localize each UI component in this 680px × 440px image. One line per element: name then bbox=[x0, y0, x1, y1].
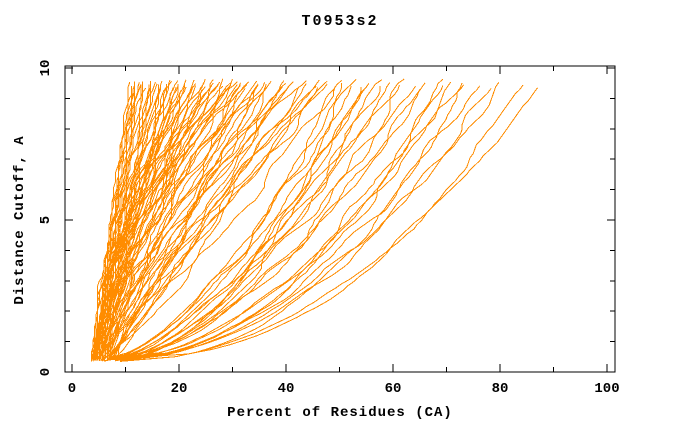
model-curve bbox=[123, 78, 444, 358]
model-curve bbox=[124, 84, 465, 359]
model-curve bbox=[115, 81, 452, 361]
y-axis-label: Distance Cutoff, A bbox=[12, 135, 28, 305]
y-tick-label: 10 bbox=[38, 59, 54, 77]
model-curve bbox=[106, 85, 241, 360]
model-curve bbox=[115, 84, 524, 360]
model-curve bbox=[116, 85, 481, 360]
x-tick-label: 40 bbox=[277, 381, 295, 397]
model-curve bbox=[116, 85, 352, 360]
model-curve bbox=[92, 82, 131, 361]
model-curve bbox=[107, 88, 421, 359]
model-curve bbox=[111, 84, 238, 359]
model-curve bbox=[103, 82, 205, 362]
model-curve bbox=[113, 83, 259, 358]
model-curve bbox=[103, 86, 283, 361]
model-curve bbox=[102, 78, 224, 357]
x-tick-label: 20 bbox=[170, 381, 188, 397]
y-tick-label: 5 bbox=[38, 215, 54, 225]
x-tick-label: 0 bbox=[67, 381, 77, 397]
model-curve bbox=[103, 83, 343, 362]
x-tick-label: 60 bbox=[384, 381, 402, 397]
x-tick-label: 80 bbox=[491, 381, 509, 397]
model-curve bbox=[106, 85, 224, 360]
model-curve bbox=[120, 87, 538, 362]
plot-title: T0953s2 bbox=[301, 13, 379, 30]
model-curve bbox=[94, 85, 132, 360]
model-curve bbox=[108, 84, 259, 359]
model-curve bbox=[120, 86, 362, 361]
model-curve bbox=[108, 85, 444, 360]
model-curve bbox=[100, 80, 152, 359]
model-curve bbox=[100, 81, 136, 360]
x-axis-label: Percent of Residues (CA) bbox=[227, 405, 453, 421]
x-tick-label: 100 bbox=[594, 381, 620, 397]
model-curve bbox=[112, 79, 342, 359]
model-curve bbox=[110, 86, 193, 360]
model-curve bbox=[106, 87, 299, 362]
model-curve bbox=[123, 79, 383, 359]
model-curve bbox=[112, 86, 381, 361]
model-curve bbox=[107, 89, 365, 360]
model-curve bbox=[104, 82, 391, 362]
model-curve bbox=[108, 83, 328, 358]
model-curve bbox=[114, 87, 319, 361]
model-curve bbox=[114, 80, 285, 360]
model-curve bbox=[100, 86, 336, 361]
model-curve bbox=[115, 82, 426, 362]
model-curve bbox=[103, 80, 179, 359]
model-curve bbox=[110, 81, 272, 360]
model-curve bbox=[120, 82, 463, 362]
model-curve bbox=[111, 79, 206, 358]
model-curve bbox=[108, 78, 405, 358]
y-tick-label: 0 bbox=[38, 367, 54, 377]
model-curve bbox=[108, 79, 214, 358]
model-curve bbox=[112, 88, 492, 359]
